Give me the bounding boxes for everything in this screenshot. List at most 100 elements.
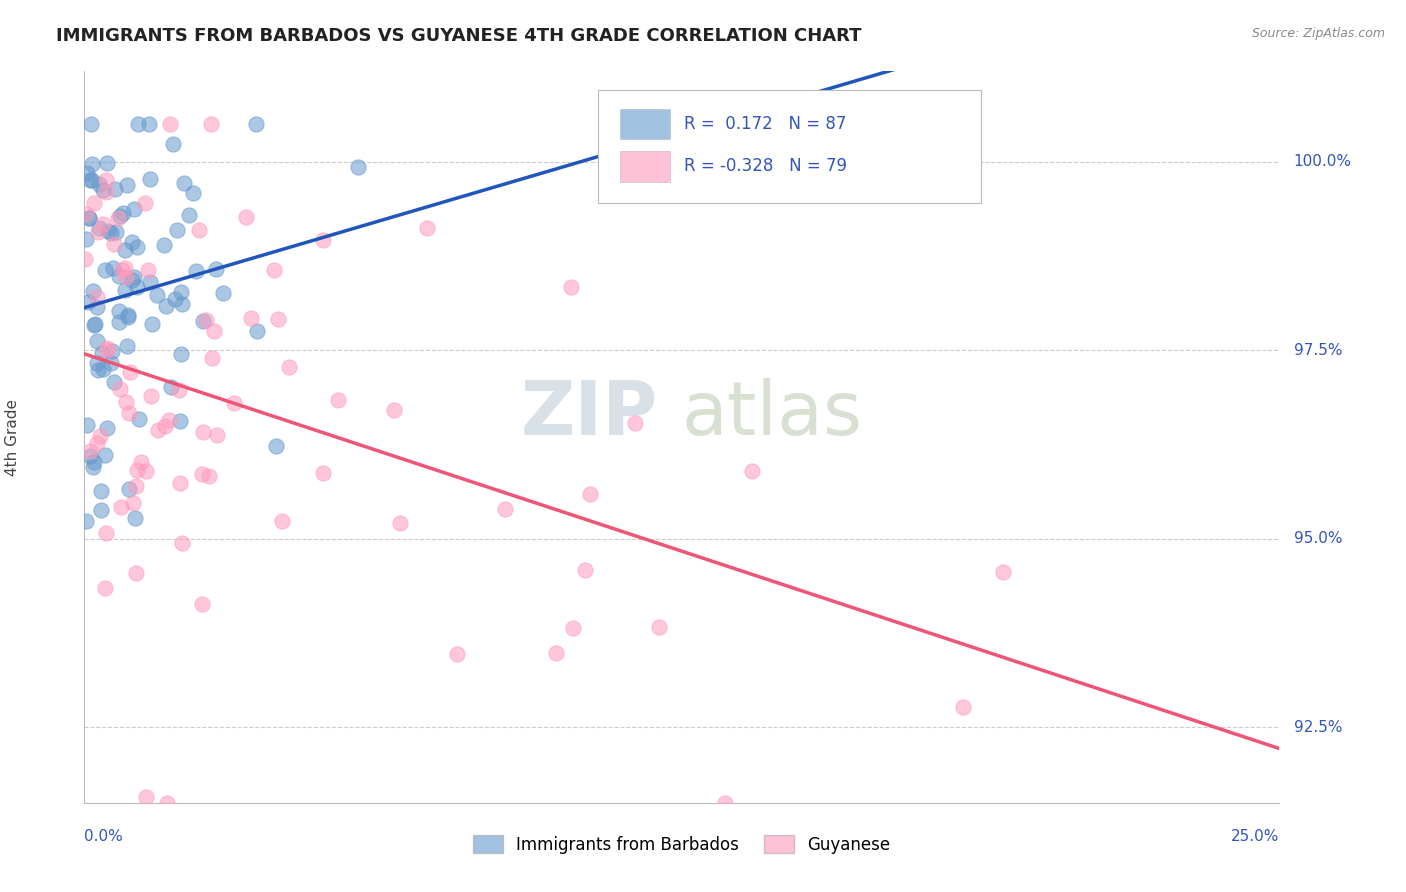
Point [112, 205, 135, 219]
Point [193, 425, 215, 440]
Point [91, 217, 114, 231]
Point [76, 418, 98, 433]
Point [648, 619, 671, 633]
Point [108, 209, 131, 223]
Point [494, 501, 516, 516]
Point [125, 479, 148, 493]
Point [86, 436, 108, 450]
Point [118, 406, 141, 420]
Point [152, 238, 174, 252]
Point [96, 155, 118, 169]
Point [159, 379, 181, 393]
Point [96, 186, 118, 200]
Point [114, 243, 136, 257]
Point [128, 412, 150, 426]
FancyBboxPatch shape [599, 90, 981, 203]
Point [415, 221, 437, 235]
Point [201, 351, 224, 365]
Point [198, 469, 221, 483]
Point [103, 236, 125, 251]
Point [121, 273, 143, 287]
Point [347, 160, 370, 174]
Point [139, 172, 162, 186]
Point [235, 210, 257, 224]
Point [159, 117, 181, 131]
Text: atlas: atlas [682, 378, 863, 451]
Point [205, 262, 228, 277]
Point [115, 178, 138, 192]
Point [311, 466, 333, 480]
Point [77, 211, 100, 225]
Point [139, 389, 162, 403]
Point [108, 315, 131, 329]
Point [77, 295, 100, 310]
Point [100, 356, 122, 370]
Point [277, 359, 299, 374]
Point [108, 382, 131, 396]
Point [546, 646, 568, 660]
Text: 4th Grade: 4th Grade [6, 399, 20, 475]
Point [222, 396, 245, 410]
Text: 0.0%: 0.0% [84, 830, 124, 844]
Text: ZIP: ZIP [520, 378, 658, 451]
Point [560, 279, 582, 293]
Point [120, 365, 142, 379]
Point [124, 511, 146, 525]
Point [169, 383, 191, 397]
Point [111, 263, 134, 277]
Point [246, 324, 269, 338]
Point [562, 621, 585, 635]
Point [79, 449, 101, 463]
Point [83, 455, 105, 469]
Point [195, 313, 218, 327]
Point [271, 515, 294, 529]
Point [127, 240, 149, 254]
Point [190, 467, 212, 482]
Point [115, 339, 138, 353]
Point [76, 166, 98, 180]
Point [388, 516, 411, 530]
Point [75, 231, 97, 245]
Point [129, 454, 152, 468]
Point [91, 345, 114, 359]
Point [86, 225, 108, 239]
Point [103, 182, 125, 196]
Point [191, 597, 214, 611]
Point [107, 304, 129, 318]
Point [75, 207, 97, 221]
Point [94, 448, 117, 462]
Point [172, 297, 194, 311]
Point [115, 395, 138, 409]
Point [80, 117, 103, 131]
Point [107, 211, 129, 226]
Point [263, 263, 285, 277]
Point [90, 503, 112, 517]
Point [73, 252, 96, 266]
Point [94, 525, 117, 540]
Point [311, 233, 333, 247]
Point [127, 117, 149, 131]
Point [79, 173, 101, 187]
Point [155, 299, 177, 313]
Text: 97.5%: 97.5% [1294, 343, 1343, 358]
Point [138, 117, 160, 131]
Point [623, 416, 645, 430]
Point [166, 223, 188, 237]
Point [96, 173, 118, 187]
Point [267, 311, 290, 326]
Point [91, 362, 114, 376]
Point [115, 270, 138, 285]
Point [170, 536, 193, 550]
Point [100, 227, 122, 241]
Point [117, 482, 139, 496]
Point [86, 334, 108, 348]
Point [207, 428, 229, 442]
Point [135, 464, 157, 478]
Point [79, 443, 101, 458]
Point [75, 514, 97, 528]
Point [148, 423, 170, 437]
Point [110, 500, 132, 514]
Point [86, 290, 108, 304]
Point [117, 310, 139, 324]
Point [741, 464, 763, 478]
